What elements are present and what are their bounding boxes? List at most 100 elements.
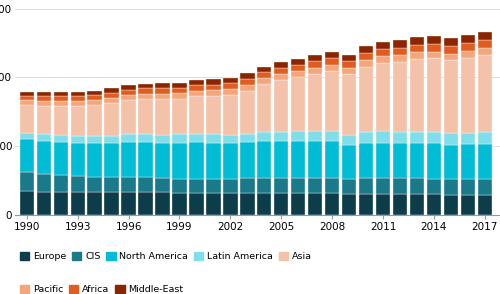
Bar <box>138 142 153 178</box>
Bar <box>274 132 288 141</box>
Bar <box>138 134 153 142</box>
Bar <box>308 74 322 131</box>
Bar <box>308 68 322 74</box>
Bar <box>189 142 204 179</box>
Bar <box>172 179 186 193</box>
Bar <box>325 141 340 178</box>
Bar <box>410 52 424 59</box>
Bar <box>36 141 51 174</box>
Bar <box>189 85 204 91</box>
Bar <box>410 132 424 143</box>
Bar <box>54 175 68 192</box>
Bar <box>240 134 254 142</box>
Bar <box>54 192 68 215</box>
Bar <box>70 101 85 106</box>
Bar <box>291 71 306 77</box>
Bar <box>392 178 407 194</box>
Bar <box>240 85 254 91</box>
Bar <box>206 193 220 215</box>
Bar <box>257 72 272 78</box>
Bar <box>122 177 136 192</box>
Bar <box>240 79 254 85</box>
Bar <box>392 194 407 215</box>
Bar <box>20 105 34 133</box>
Bar <box>138 99 153 134</box>
Bar <box>342 74 356 135</box>
Bar <box>426 36 441 44</box>
Bar <box>36 174 51 192</box>
Bar <box>342 145 356 180</box>
Bar <box>376 56 390 63</box>
Bar <box>88 136 102 143</box>
Bar <box>88 100 102 106</box>
Bar <box>138 178 153 192</box>
Bar <box>392 48 407 55</box>
Bar <box>70 106 85 136</box>
Bar <box>444 38 458 46</box>
Bar <box>156 93 170 99</box>
Bar <box>122 192 136 215</box>
Bar <box>104 98 119 103</box>
Bar <box>88 192 102 215</box>
Bar <box>156 135 170 143</box>
Bar <box>240 74 254 79</box>
Bar <box>325 193 340 215</box>
Bar <box>291 65 306 71</box>
Bar <box>104 177 119 192</box>
Bar <box>189 91 204 96</box>
Bar <box>376 131 390 143</box>
Bar <box>392 61 407 132</box>
Bar <box>359 194 373 215</box>
Bar <box>257 84 272 132</box>
Bar <box>325 71 340 131</box>
Bar <box>206 90 220 96</box>
Bar <box>122 90 136 95</box>
Bar <box>274 62 288 68</box>
Bar <box>291 193 306 215</box>
Bar <box>172 193 186 215</box>
Bar <box>257 132 272 141</box>
Bar <box>342 135 356 145</box>
Bar <box>426 194 441 215</box>
Bar <box>359 132 373 143</box>
Bar <box>410 45 424 52</box>
Bar <box>189 193 204 215</box>
Bar <box>54 101 68 106</box>
Bar <box>138 84 153 88</box>
Bar <box>240 178 254 193</box>
Bar <box>156 178 170 192</box>
Bar <box>122 134 136 142</box>
Bar <box>223 193 238 215</box>
Bar <box>460 179 475 195</box>
Bar <box>54 92 68 96</box>
Bar <box>240 142 254 178</box>
Bar <box>342 68 356 74</box>
Bar <box>291 77 306 131</box>
Bar <box>104 192 119 215</box>
Bar <box>122 85 136 90</box>
Bar <box>342 194 356 215</box>
Bar <box>291 141 306 178</box>
Bar <box>20 101 34 105</box>
Bar <box>20 191 34 215</box>
Bar <box>223 78 238 83</box>
Bar <box>257 141 272 178</box>
Bar <box>274 68 288 74</box>
Bar <box>104 136 119 143</box>
Bar <box>172 134 186 143</box>
Bar <box>36 92 51 96</box>
Bar <box>189 134 204 142</box>
Bar <box>308 55 322 61</box>
Bar <box>291 131 306 141</box>
Bar <box>70 143 85 176</box>
Bar <box>172 143 186 179</box>
Bar <box>104 93 119 98</box>
Bar <box>325 58 340 65</box>
Bar <box>325 52 340 58</box>
Bar <box>88 91 102 95</box>
Bar <box>189 179 204 193</box>
Bar <box>392 55 407 61</box>
Bar <box>240 193 254 215</box>
Bar <box>223 179 238 193</box>
Bar <box>426 143 441 178</box>
